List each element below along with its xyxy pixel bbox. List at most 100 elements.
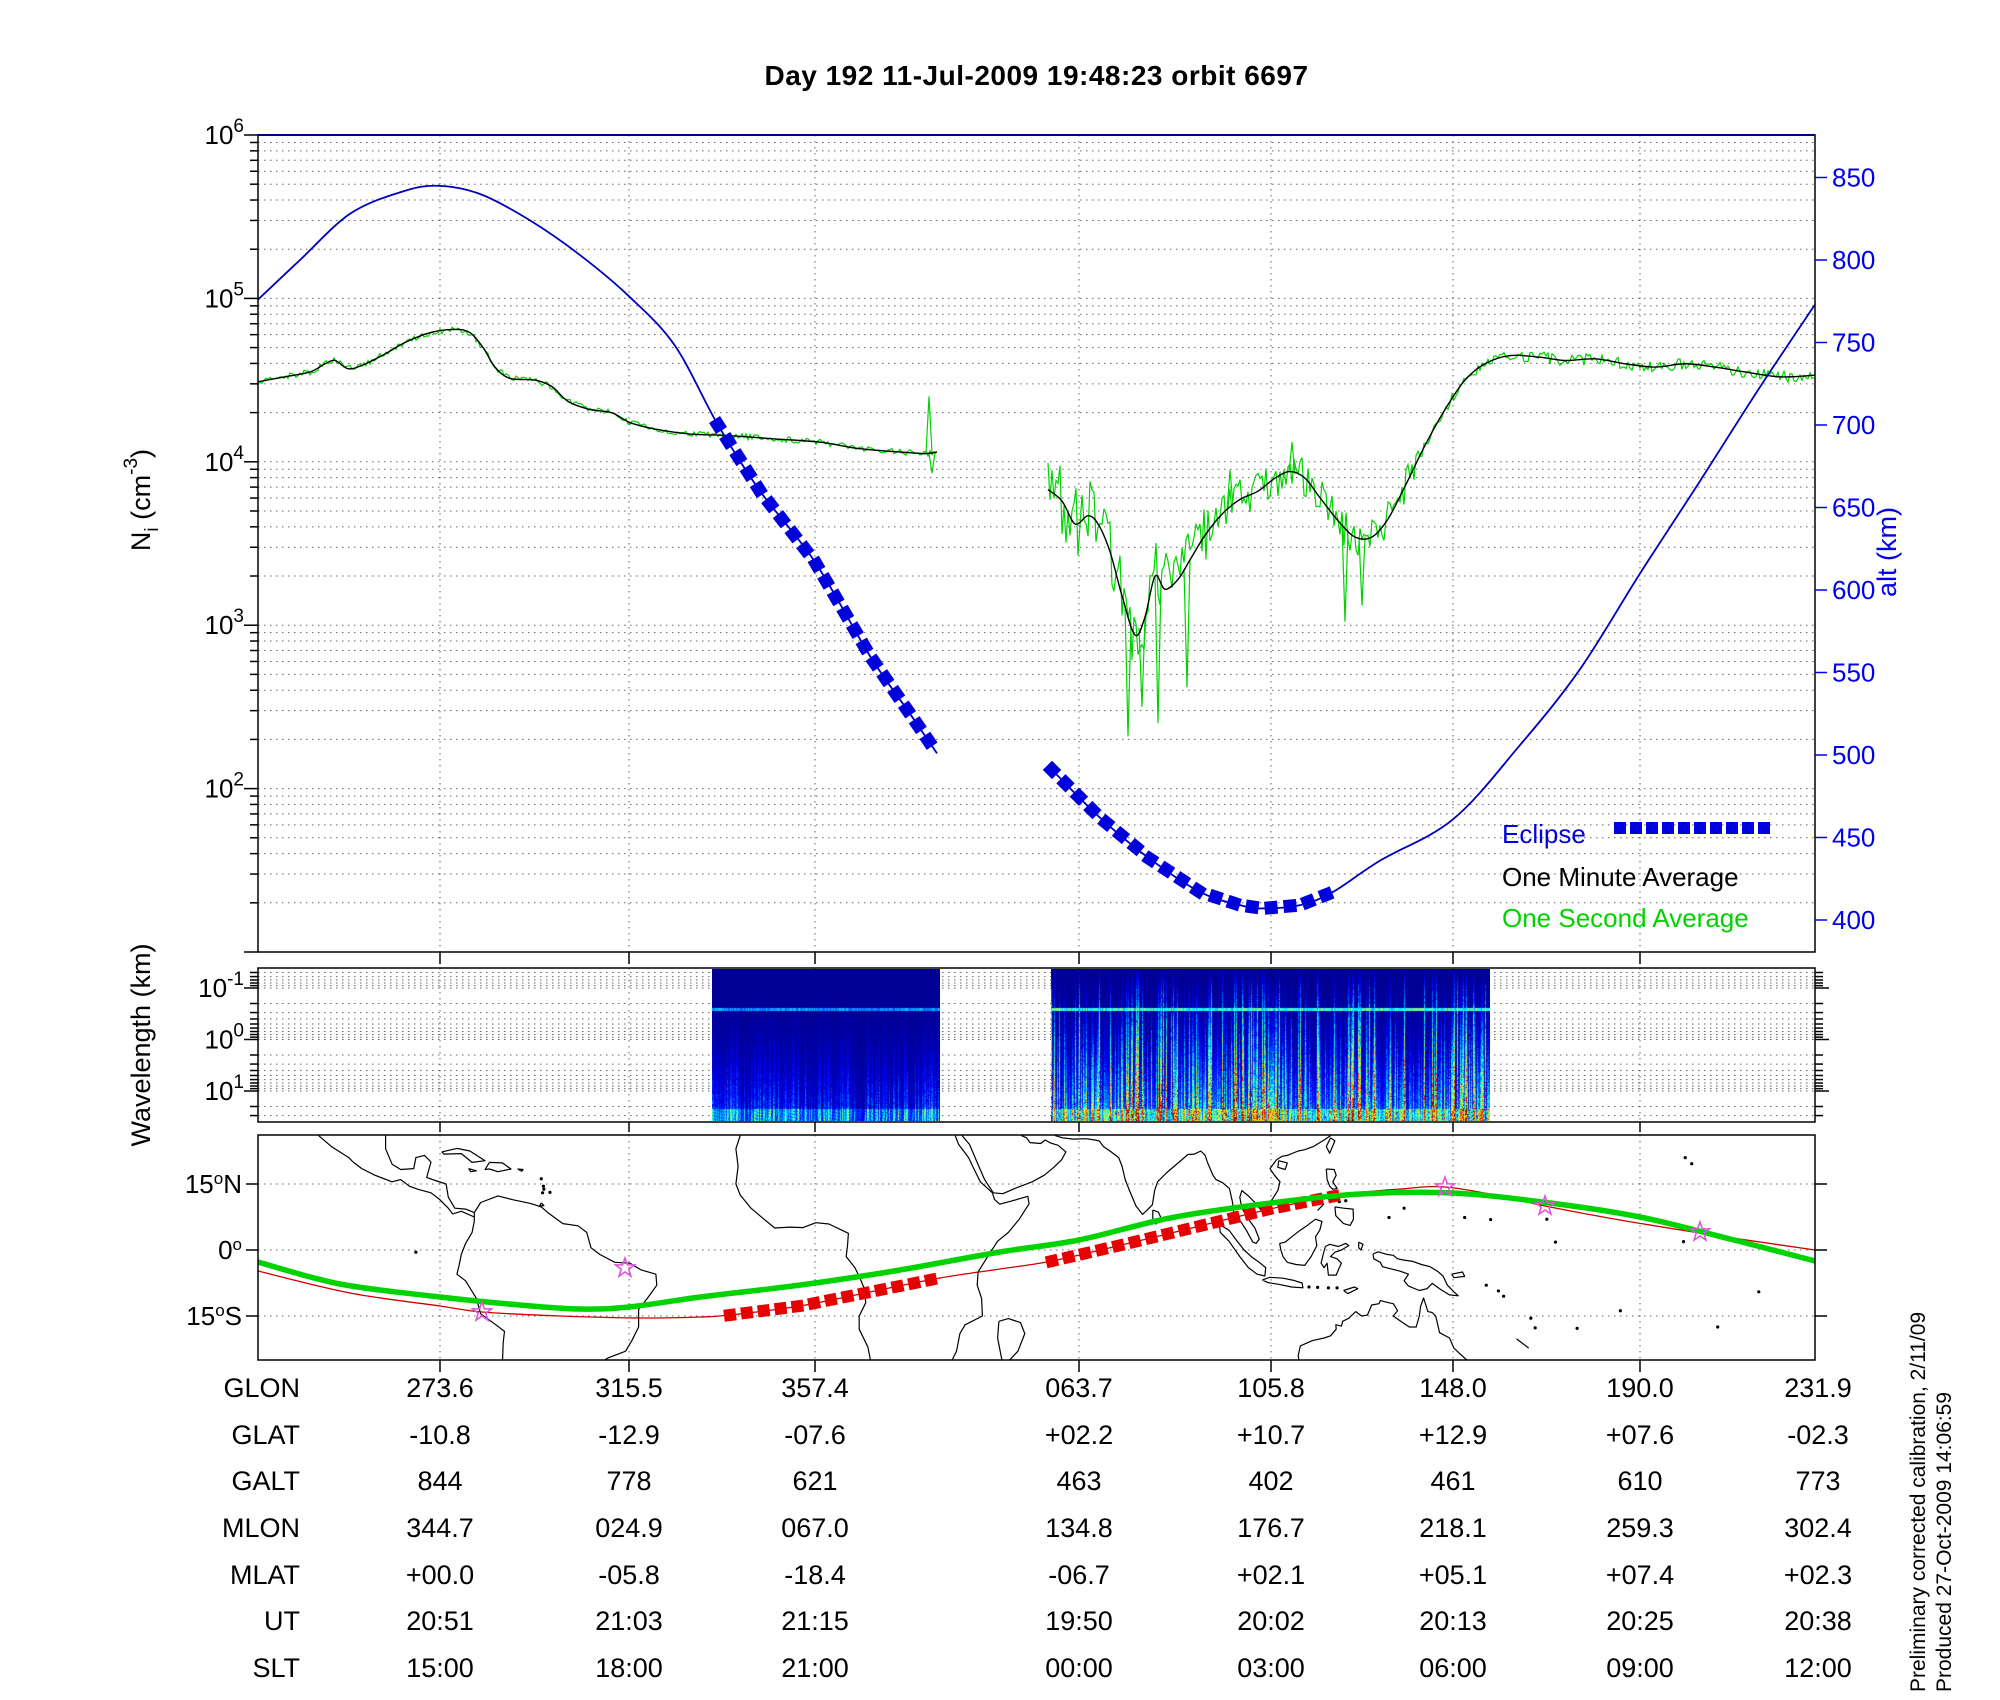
coastline (735, 1135, 872, 1360)
eclipse-dash-segment (1126, 837, 1145, 857)
alt-axis-tick-label: 550 (1832, 658, 1875, 688)
eclipse-dash-segment (876, 669, 895, 688)
island-dot (1463, 1215, 1467, 1220)
ni-axis-tick-label: 102 (205, 770, 245, 804)
table-cell: +00.0 (406, 1560, 474, 1590)
alt-axis-tick-label: 750 (1832, 328, 1875, 358)
table-cell: -18.4 (784, 1560, 846, 1590)
eclipse-ground-dash (1061, 1250, 1076, 1265)
eclipse-ground-dash (873, 1282, 888, 1297)
eclipse-dash-segment (897, 700, 917, 719)
coastline (1279, 1218, 1323, 1266)
legend-eclipse-dash (1678, 822, 1690, 834)
table-cell: 19:50 (1045, 1606, 1113, 1636)
table-row-label: UT (264, 1606, 300, 1636)
eclipse-ground-dash (890, 1279, 905, 1294)
page-title: Day 192 11-Jul-2009 19:48:23 orbit 6697 (764, 60, 1309, 91)
eclipse-ground-dash (1193, 1218, 1209, 1234)
eclipse-dash-segment (719, 432, 738, 450)
table-cell: 12:00 (1784, 1653, 1852, 1683)
one-minute-average-curve (258, 328, 938, 455)
eclipse-ground-dash (756, 1303, 771, 1318)
table-cell: 20:38 (1784, 1606, 1852, 1636)
wavelength-panel-grid (258, 968, 1815, 1122)
island-dot (414, 1250, 418, 1254)
table-row-label: SLT (252, 1653, 300, 1683)
eclipse-dash-segment (749, 480, 768, 499)
wavelength-panel-frame (257, 967, 1816, 1123)
eclipse-dash-segment (739, 464, 758, 483)
table-cell: -12.9 (598, 1420, 660, 1450)
ni-axis-tick-label: 104 (205, 443, 245, 477)
coastline (468, 1168, 477, 1173)
eclipse-ground-dash (1144, 1230, 1159, 1246)
alt-axis-tick-label: 800 (1832, 245, 1875, 275)
table-cell: -06.7 (1048, 1560, 1110, 1590)
island-dot (542, 1187, 546, 1191)
island-dot (1402, 1206, 1406, 1210)
table-cell: 218.1 (1419, 1513, 1487, 1543)
eclipse-dash-segment (1097, 813, 1116, 833)
table-cell: 00:00 (1045, 1653, 1113, 1683)
eclipse-dash-segment (1188, 881, 1207, 900)
ni-axis-tick-label: 105 (205, 279, 245, 313)
eclipse-ground-dash (1243, 1206, 1258, 1221)
table-cell: +12.9 (1419, 1420, 1487, 1450)
eclipse-dash-segment (1173, 871, 1192, 890)
eclipse-dash-segment (1282, 898, 1298, 914)
map-plot (258, 1135, 1815, 1360)
legend-eclipse-dash (1742, 822, 1754, 834)
map-panel-grid (258, 1135, 1815, 1360)
eclipse-ground-dash (773, 1301, 788, 1316)
table-cell: 357.4 (781, 1373, 849, 1403)
table-cell: 344.7 (406, 1513, 474, 1543)
eclipse-ground-dash (823, 1292, 838, 1307)
table-cell: 067.0 (781, 1513, 849, 1543)
table-cell: 176.7 (1237, 1513, 1305, 1543)
eclipse-dash-segment (855, 637, 874, 656)
table-cell: 20:13 (1419, 1606, 1487, 1636)
table-cell: 134.8 (1045, 1513, 1113, 1543)
eclipse-dash-segment (1299, 893, 1317, 911)
ni-axis-title: Ni (cm-3) (121, 449, 163, 551)
table-cell: +10.7 (1237, 1420, 1305, 1450)
island-dot (1716, 1325, 1720, 1329)
alt-axis-tick-label: 400 (1832, 905, 1875, 935)
table-cell: +07.6 (1606, 1420, 1674, 1450)
island-dot (1533, 1326, 1537, 1330)
table-cell: 18:00 (595, 1653, 663, 1683)
eclipse-dash-segment (1317, 886, 1335, 904)
eclipse-dash-segment (1083, 800, 1102, 820)
table-cell: 259.3 (1606, 1513, 1674, 1543)
table-cell: +02.1 (1237, 1560, 1305, 1590)
coastline (539, 1202, 545, 1207)
eclipse-dash-segment (709, 416, 727, 434)
table-cell: 03:00 (1237, 1653, 1305, 1683)
sidenote-calibration: Preliminary corrected calibration, 2/11/… (1907, 1312, 1930, 1692)
island-dot (541, 1184, 546, 1188)
table-cell: 105.8 (1237, 1373, 1305, 1403)
coastline (1451, 1271, 1466, 1279)
eclipse-dash-segment (817, 572, 835, 590)
island-dot (1690, 1162, 1694, 1166)
table-cell: 315.5 (595, 1373, 663, 1403)
wavelength-axis-title: Wavelength (km) (126, 943, 156, 1146)
eclipse-dash-segment (826, 588, 845, 607)
legend-eclipse-dash (1726, 822, 1738, 834)
eclipse-dash-segment (1111, 825, 1131, 845)
coastline (1297, 1297, 1468, 1360)
eclipse-dash-segment (1264, 900, 1279, 915)
table-row-label: GALT (231, 1466, 300, 1496)
one-second-spike (1183, 559, 1191, 688)
table-cell: 21:03 (595, 1606, 663, 1636)
alt-axis-tick-label: 650 (1832, 493, 1875, 523)
table-row-label: MLON (222, 1513, 300, 1543)
island-dot (1387, 1215, 1391, 1220)
eclipse-dash-segment (1042, 760, 1062, 780)
eclipse-dash-segment (1225, 894, 1242, 912)
alt-axis-tick-label: 850 (1832, 163, 1875, 193)
island-dot (1683, 1156, 1687, 1160)
island-dot (548, 1190, 552, 1194)
table-cell: 461 (1430, 1466, 1475, 1496)
